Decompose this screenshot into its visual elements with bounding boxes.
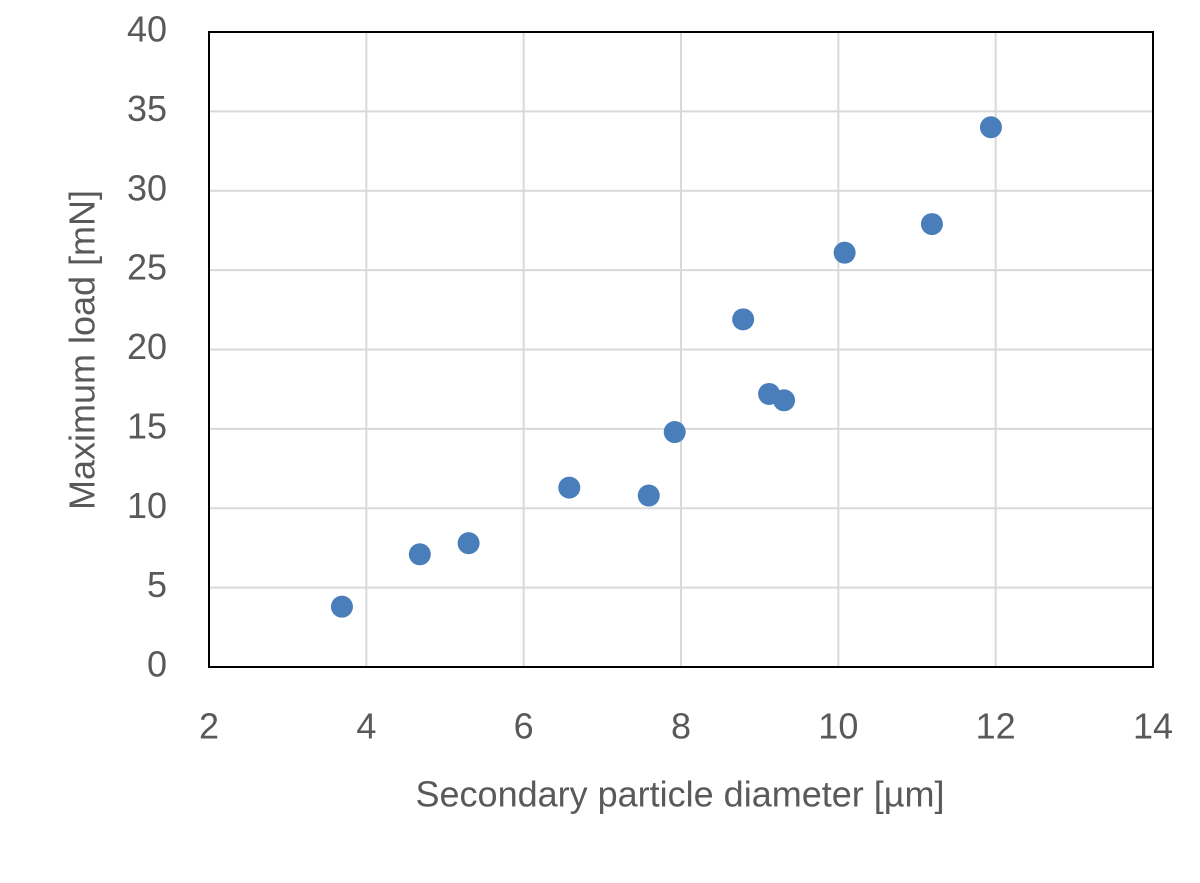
y-tick-label: 20	[127, 326, 167, 367]
x-tick-label: 10	[818, 706, 858, 747]
y-tick-label: 0	[147, 644, 167, 685]
point	[773, 389, 796, 412]
point	[637, 484, 660, 507]
x-tick-label: 2	[199, 706, 219, 747]
x-tick-label: 8	[671, 706, 691, 747]
x-tick-label: 12	[976, 706, 1016, 747]
x-tick-label: 6	[514, 706, 534, 747]
x-tick-label: 4	[356, 706, 376, 747]
plot-border	[208, 31, 1154, 668]
x-axis-title: Secondary particle diameter [µm]	[416, 774, 945, 815]
point	[408, 543, 431, 566]
y-tick-label: 40	[127, 9, 167, 50]
y-tick-label: 30	[127, 167, 167, 208]
y-tick-label: 5	[147, 564, 167, 605]
point	[330, 595, 353, 618]
point	[732, 308, 755, 331]
y-tick-label: 35	[127, 88, 167, 129]
y-tick-label: 15	[127, 405, 167, 446]
point	[558, 476, 581, 499]
y-axis-title: Maximum load [mN]	[62, 190, 103, 510]
x-tick-label: 14	[1133, 706, 1173, 747]
point	[979, 116, 1002, 139]
point	[457, 532, 480, 555]
point	[920, 213, 943, 236]
y-tick-label: 25	[127, 247, 167, 288]
point	[663, 421, 686, 444]
point	[833, 241, 856, 264]
y-tick-label: 10	[127, 485, 167, 526]
